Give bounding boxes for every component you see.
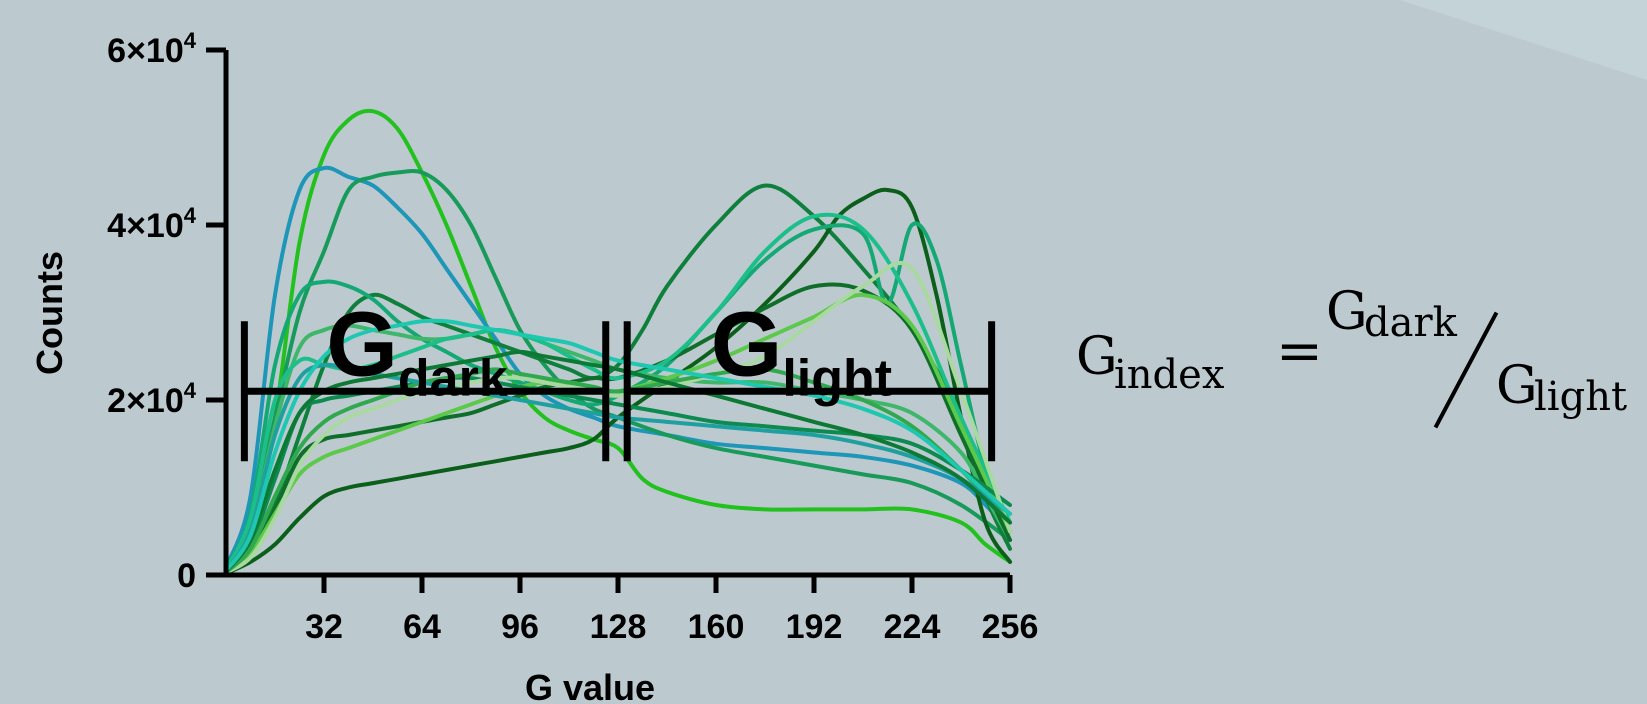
histogram-line-16 bbox=[224, 318, 1012, 573]
x-axis-title: G value bbox=[525, 667, 655, 704]
x-tick-label-7: 256 bbox=[982, 608, 1039, 646]
formula-denominator-main: G bbox=[1496, 356, 1538, 416]
region-dark-label: Gdark bbox=[326, 293, 507, 407]
x-tick-label-4: 160 bbox=[688, 608, 745, 646]
formula-lhs-sub: index bbox=[1114, 352, 1225, 398]
y-tick-label-1: 2×104 bbox=[107, 378, 197, 420]
y-tick-label-3: 6×104 bbox=[107, 28, 197, 70]
regions-layer: Gdark Glight bbox=[240, 293, 996, 462]
x-tick-label-6: 224 bbox=[884, 608, 941, 646]
x-tick-label-1: 64 bbox=[403, 608, 441, 646]
ticks-layer: 32 64 96 128 160 192 224 256 0 2×104 4×104 6×104 bbox=[107, 28, 1038, 646]
histogram-line-6 bbox=[224, 221, 1012, 571]
series-layer bbox=[224, 108, 1012, 576]
x-tick-label-5: 192 bbox=[786, 608, 843, 646]
y-tick-label-0: 0 bbox=[177, 557, 196, 595]
y-tick-label-2: 4×104 bbox=[107, 203, 197, 245]
histogram-line-3 bbox=[224, 169, 1012, 574]
histogram-line-5 bbox=[224, 187, 1012, 576]
region-light: Glight bbox=[623, 293, 996, 462]
formula-equals: = bbox=[1276, 319, 1323, 384]
x-tick-label-3: 128 bbox=[590, 608, 647, 646]
y-axis-title: Counts bbox=[29, 251, 70, 375]
histogram-line-13 bbox=[224, 367, 1012, 575]
formula-numerator-main: G bbox=[1326, 282, 1368, 342]
formula-lhs-main: G bbox=[1076, 327, 1118, 387]
formula-numerator-sub: dark bbox=[1364, 300, 1457, 346]
axes-layer bbox=[206, 50, 1010, 578]
region-dark: Gdark bbox=[240, 293, 610, 462]
histogram-line-14 bbox=[224, 362, 1012, 573]
x-tick-label-2: 96 bbox=[501, 608, 539, 646]
formula-denominator-sub: light bbox=[1534, 374, 1628, 420]
x-tick-label-0: 32 bbox=[305, 608, 343, 646]
histogram-line-11 bbox=[224, 375, 1012, 574]
histogram-line-12 bbox=[224, 260, 1012, 575]
region-light-label: Glight bbox=[711, 293, 892, 407]
g-index-formula: G index = G dark G light bbox=[1076, 270, 1646, 450]
